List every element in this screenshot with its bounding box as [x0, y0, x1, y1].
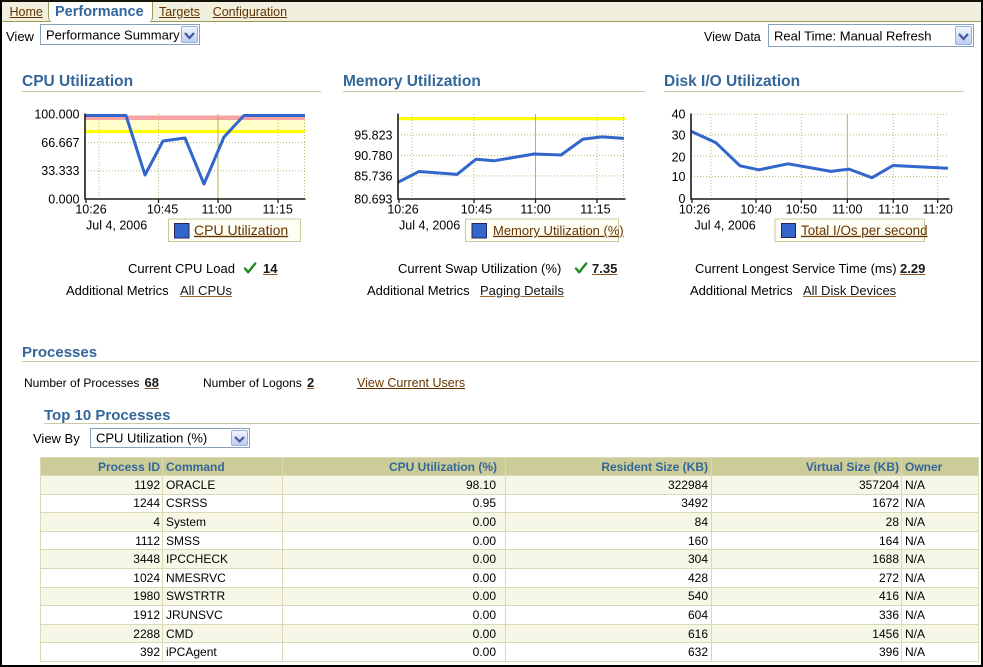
- svg-text:11:10: 11:10: [878, 203, 908, 217]
- svg-text:11:00: 11:00: [520, 203, 550, 217]
- svg-text:10:26: 10:26: [75, 203, 106, 217]
- svg-text:11:20: 11:20: [923, 203, 953, 217]
- svg-text:30: 30: [672, 128, 686, 142]
- svg-text:100.000: 100.000: [34, 108, 79, 122]
- svg-text:10:26: 10:26: [387, 203, 418, 217]
- svg-text:40: 40: [672, 108, 686, 122]
- svg-text:90.780: 90.780: [354, 149, 392, 163]
- svg-text:Jul 4, 2006: Jul 4, 2006: [399, 219, 460, 233]
- svg-text:10:40: 10:40: [740, 203, 771, 217]
- svg-text:CPU Utilization: CPU Utilization: [194, 222, 288, 238]
- svg-text:11:15: 11:15: [580, 203, 610, 217]
- svg-text:Memory Utilization (%): Memory Utilization (%): [493, 223, 624, 238]
- svg-text:Total I/Os per second: Total I/Os per second: [801, 223, 928, 238]
- svg-text:10: 10: [672, 170, 686, 184]
- svg-text:33.333: 33.333: [41, 164, 79, 178]
- svg-text:11:15: 11:15: [263, 203, 293, 217]
- svg-text:95.823: 95.823: [354, 128, 392, 142]
- svg-text:10:26: 10:26: [679, 203, 710, 217]
- svg-text:11:00: 11:00: [202, 203, 232, 217]
- svg-text:10:45: 10:45: [147, 203, 178, 217]
- svg-text:10:50: 10:50: [786, 203, 817, 217]
- svg-text:66.667: 66.667: [41, 136, 79, 150]
- svg-text:10:45: 10:45: [461, 203, 492, 217]
- svg-text:80.693: 80.693: [354, 192, 392, 206]
- svg-text:Jul 4, 2006: Jul 4, 2006: [695, 219, 756, 233]
- svg-text:0: 0: [679, 192, 686, 206]
- svg-text:20: 20: [672, 150, 686, 164]
- svg-text:0.000: 0.000: [48, 192, 79, 206]
- svg-text:Jul 4, 2006: Jul 4, 2006: [86, 219, 147, 233]
- svg-text:11:00: 11:00: [832, 203, 862, 217]
- svg-text:85.736: 85.736: [354, 169, 392, 183]
